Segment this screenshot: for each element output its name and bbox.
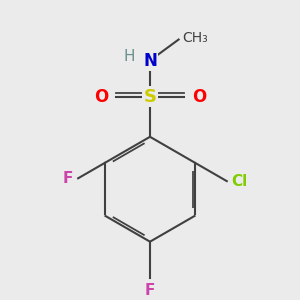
Text: F: F [63,171,74,186]
Text: O: O [192,88,206,106]
Text: Cl: Cl [232,174,248,189]
Text: F: F [145,283,155,298]
Text: S: S [143,88,157,106]
Text: H: H [123,49,135,64]
Text: N: N [143,52,157,70]
Text: CH₃: CH₃ [182,31,208,45]
Text: O: O [94,88,108,106]
